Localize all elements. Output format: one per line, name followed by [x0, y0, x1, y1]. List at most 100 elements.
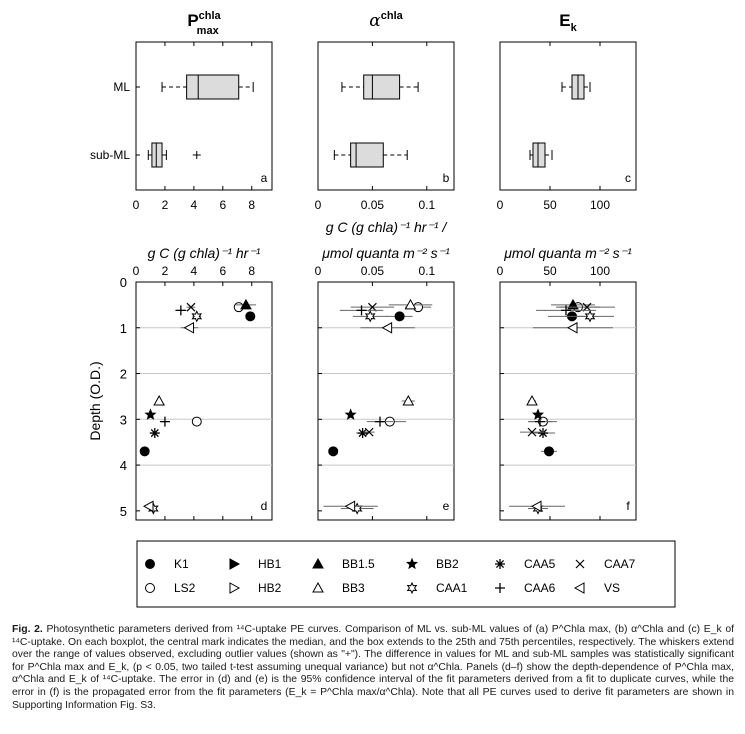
panel-letter-a: a [261, 171, 268, 185]
marker-asterisk [495, 559, 505, 569]
tick-label-e: 0.1 [418, 264, 435, 278]
axis-label-mid: μmol quanta m⁻² s⁻¹ [321, 245, 450, 261]
marker-cross [186, 302, 196, 312]
marker-star-filled [405, 557, 419, 570]
tick-label-a: 4 [191, 198, 198, 212]
scatter-panel-d: 0 2 4 6 8 0 1 2 3 4 5 d [120, 264, 273, 521]
category-label-sub-ML: sub-ML [90, 148, 130, 162]
marker-triangle-up-filled [240, 298, 252, 310]
marker-plus [159, 416, 170, 427]
legend-entry-BB2: BB2 [405, 557, 459, 571]
marker-triangle-up-open [402, 394, 415, 406]
legend-label: CAA1 [436, 581, 468, 595]
scatter-panel-f: 0 50 100 f [497, 264, 637, 521]
ytick-label-depth: 4 [120, 458, 127, 473]
legend-label: K1 [174, 557, 189, 571]
tick-label-d: 2 [162, 264, 169, 278]
legend: K1 HB1 BB1.5 BB2 CAA5 CAA7 LS2 HB2 BB3 CAA1 CAA6 VS [136, 540, 676, 608]
ytick-label-depth: 2 [120, 367, 127, 382]
marker-cross [575, 559, 585, 569]
legend-label: CAA6 [524, 581, 556, 595]
tick-label-f: 50 [543, 264, 557, 278]
marker-plus [535, 416, 545, 427]
category-label-ML: ML [113, 80, 130, 94]
panel-title-c: Ek [559, 11, 577, 34]
legend-label: CAA5 [524, 557, 556, 571]
tick-label-d: 6 [219, 264, 226, 278]
marker-star-filled [144, 408, 157, 420]
legend-label: HB1 [258, 557, 282, 571]
legend-label: BB3 [342, 581, 365, 595]
marker-circle-filled [394, 311, 405, 322]
panel-frame-f [499, 281, 637, 521]
marker-triangle-up-filled [567, 298, 579, 310]
marker-triangle-up-filled [312, 557, 324, 569]
tick-label-b: 0.1 [418, 198, 435, 212]
marker-plus [356, 305, 367, 316]
panel-frame-c [499, 41, 637, 191]
panel-letter-d: d [261, 499, 268, 513]
marker-triangle-up-open [404, 298, 417, 310]
marker-plus [375, 416, 386, 427]
box-iqr [186, 74, 240, 100]
panel-frame-b [317, 41, 455, 191]
figure-canvas: Pchla max αchla Ek 0 2 4 6 8 ML sub-ML a 0 0.05 0.1 b 0 5… [87, 10, 676, 608]
panel-letter-b: b [443, 171, 450, 185]
caption-label: Fig. 2. [12, 624, 43, 635]
tick-label-f: 100 [590, 264, 610, 278]
tick-label-d: 8 [248, 264, 255, 278]
marker-cross [582, 302, 592, 312]
scatter-panel-e: 0 0.05 0.1 e [315, 264, 455, 521]
marker-triangle-left-open [381, 321, 393, 334]
legend-label: VS [604, 581, 620, 595]
marker-cross [527, 427, 537, 437]
marker-circle-open [191, 416, 202, 427]
marker-plus [561, 305, 571, 316]
tick-label-a: 8 [248, 198, 255, 212]
box-iqr [532, 142, 546, 168]
marker-triangle-left-open [183, 321, 195, 334]
boxplot-panel-b: 0 0.05 0.1 b [315, 41, 455, 212]
marker-asterisk [538, 428, 548, 439]
marker-triangle-right-filled [229, 558, 241, 570]
marker-triangle-left-open [142, 500, 154, 513]
tick-label-a: 6 [219, 198, 226, 212]
tick-label-f: 0 [497, 264, 504, 278]
marker-cross [364, 427, 374, 437]
marker-plus [175, 305, 186, 316]
panel-frame-e [317, 281, 455, 521]
tick-label-b: 0.05 [361, 198, 385, 212]
legend-label: BB2 [436, 557, 459, 571]
marker-asterisk [357, 428, 368, 439]
panel-letter-f: f [626, 499, 630, 513]
outlier-marker [192, 151, 201, 159]
marker-asterisk [149, 428, 160, 439]
tick-label-c: 0 [497, 198, 504, 212]
boxplot-panel-c: 0 50 100 c [497, 41, 637, 212]
marker-hexagram-open [406, 581, 418, 595]
tick-label-d: 4 [191, 264, 198, 278]
marker-plus [495, 583, 505, 593]
marker-hexagram-open [191, 310, 203, 323]
marker-triangle-left-open [530, 500, 542, 513]
marker-circle-filled [245, 311, 256, 322]
tick-label-e: 0.05 [361, 264, 385, 278]
panel-title-a: Pchla max [187, 10, 221, 37]
marker-circle-filled [544, 446, 554, 457]
legend-entry-CAA6: CAA6 [495, 581, 556, 595]
axis-label-shared: g C (g chla)⁻¹ hr⁻¹ / [326, 219, 449, 235]
tick-label-a: 2 [162, 198, 169, 212]
legend-entry-HB2: HB2 [229, 581, 282, 595]
legend-entry-BB3: BB3 [312, 581, 365, 595]
tick-label-c: 100 [590, 198, 610, 212]
panel-letter-c: c [625, 171, 631, 185]
legend-entry-CAA7: CAA7 [575, 557, 636, 571]
tick-label-c: 50 [543, 198, 557, 212]
legend-entry-K1: K1 [145, 557, 189, 571]
legend-label: BB1.5 [342, 557, 375, 571]
boxplot-panel-a: 0 2 4 6 8 ML sub-ML a [90, 41, 273, 212]
panel-frame-a [135, 41, 273, 191]
marker-circle-filled [145, 559, 155, 569]
marker-star-filled [344, 408, 357, 420]
axis-label-depth: Depth (O.D.) [87, 361, 103, 440]
